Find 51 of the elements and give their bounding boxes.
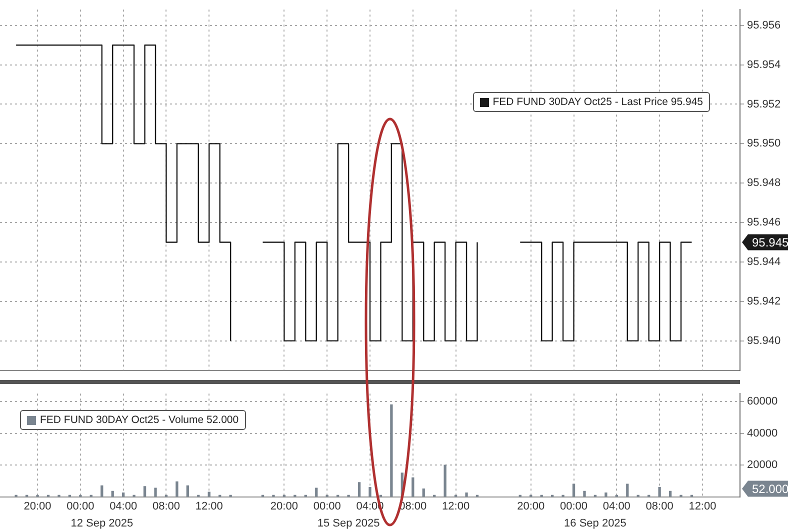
legend-label: FED FUND 30DAY Oct25 - Volume 52.000: [40, 414, 239, 426]
text: 12 Sep 2025: [70, 518, 134, 530]
bar: [444, 464, 446, 497]
text: 15 Sep 2025: [317, 518, 380, 530]
y-tick-label: 95.940: [747, 334, 781, 347]
bar: [390, 404, 393, 497]
y-tick-label: 95.948: [747, 177, 781, 190]
x-tick-label: 20:00: [517, 500, 545, 512]
y-tick-label: 95.952: [747, 98, 781, 110]
bar: [358, 482, 361, 497]
y-tick-label: 60000: [747, 396, 778, 408]
y-tick-label: 40000: [747, 427, 778, 440]
text: 16 Sep 2025: [564, 518, 626, 530]
bar: [658, 486, 661, 497]
bar: [176, 481, 178, 497]
y-tick-label: 95.944: [747, 256, 781, 268]
x-tick-label: 00:00: [66, 500, 94, 512]
y-tick-label: 20000: [747, 459, 778, 472]
y-tick-label: 95.946: [747, 216, 781, 229]
y-tick-label: 95.956: [747, 19, 781, 32]
x-tick-label: 20:00: [24, 500, 52, 512]
x-tick-label: 04:00: [110, 500, 138, 512]
bar: [186, 485, 190, 497]
bar: [465, 492, 468, 497]
bar: [626, 484, 629, 497]
bar: [572, 484, 576, 497]
y-tick-label: 95.942: [747, 295, 781, 308]
y-tick-label: 95.954: [747, 58, 781, 71]
bar: [422, 488, 425, 497]
x-tick-label: 12:00: [195, 500, 223, 512]
x-tick-label: 00:00: [313, 500, 341, 512]
bar: [315, 488, 318, 497]
x-tick-label: 08:00: [152, 500, 180, 512]
bar: [100, 485, 104, 497]
y-tick-label: 95.950: [747, 138, 781, 150]
bar: [604, 492, 608, 497]
x-tick-label: 20:00: [270, 500, 298, 512]
bar: [368, 486, 372, 497]
x-tick-label: 04:00: [602, 500, 630, 512]
x-tick-label: 08:00: [646, 500, 674, 512]
text: 52.000: [752, 482, 788, 496]
x-tick-label: 00:00: [560, 500, 588, 512]
bar: [143, 486, 146, 497]
x-tick-label: 12:00: [442, 500, 470, 512]
bar: [208, 492, 210, 497]
x-tick-label: 12:00: [688, 500, 716, 512]
bar: [154, 488, 157, 497]
text: 95.945: [752, 236, 788, 250]
legend-label: FED FUND 30DAY Oct25 - Last Price 95.945: [492, 96, 703, 108]
bar: [412, 477, 414, 497]
bar: [583, 490, 586, 497]
